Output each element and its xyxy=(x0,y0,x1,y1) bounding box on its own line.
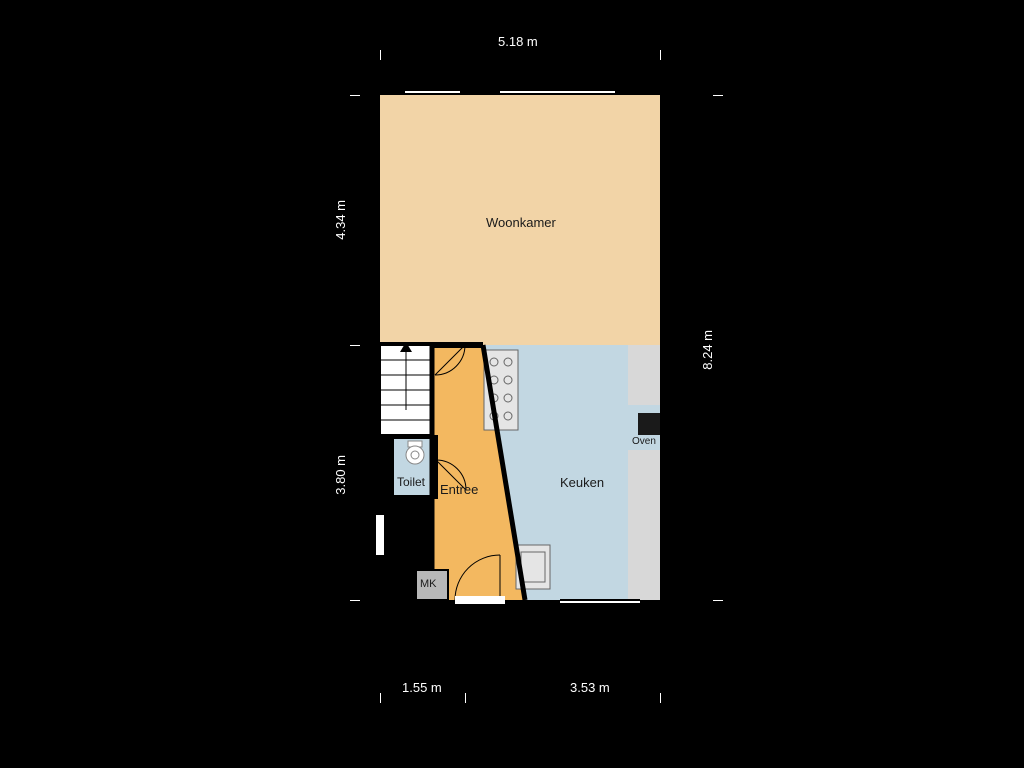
label-entree: Entree xyxy=(440,482,478,497)
poly-layer xyxy=(0,0,1024,768)
dim-bottom-right: 3.53 m xyxy=(570,680,610,695)
tick xyxy=(350,345,360,346)
tick xyxy=(660,693,661,703)
window-top-left xyxy=(405,89,460,95)
tick xyxy=(380,693,381,703)
label-oven: Oven xyxy=(632,436,656,447)
dim-top: 5.18 m xyxy=(498,34,538,49)
tick xyxy=(660,50,661,60)
counter-bottom xyxy=(628,450,660,600)
label-keuken: Keuken xyxy=(560,475,604,490)
toilet-icon xyxy=(406,441,424,464)
tick xyxy=(350,600,360,601)
dim-left-lower: 3.80 m xyxy=(333,455,348,495)
dim-left-upper: 4.34 m xyxy=(333,200,348,240)
left-wall-gap xyxy=(376,515,384,555)
oven-box xyxy=(638,413,660,435)
tick xyxy=(713,600,723,601)
dim-right: 8.24 m xyxy=(700,330,715,370)
floorplan-canvas: Woonkamer xyxy=(0,0,1024,768)
tick xyxy=(380,50,381,60)
label-mk: MK xyxy=(420,578,437,590)
tick xyxy=(465,693,466,703)
counter-top xyxy=(628,345,660,405)
tick xyxy=(350,95,360,96)
window-top-right xyxy=(500,89,615,95)
tick xyxy=(713,95,723,96)
label-toilet: Toilet xyxy=(397,475,425,489)
window-bottom xyxy=(560,599,640,605)
door-front xyxy=(455,596,505,604)
dim-bottom-left: 1.55 m xyxy=(402,680,442,695)
